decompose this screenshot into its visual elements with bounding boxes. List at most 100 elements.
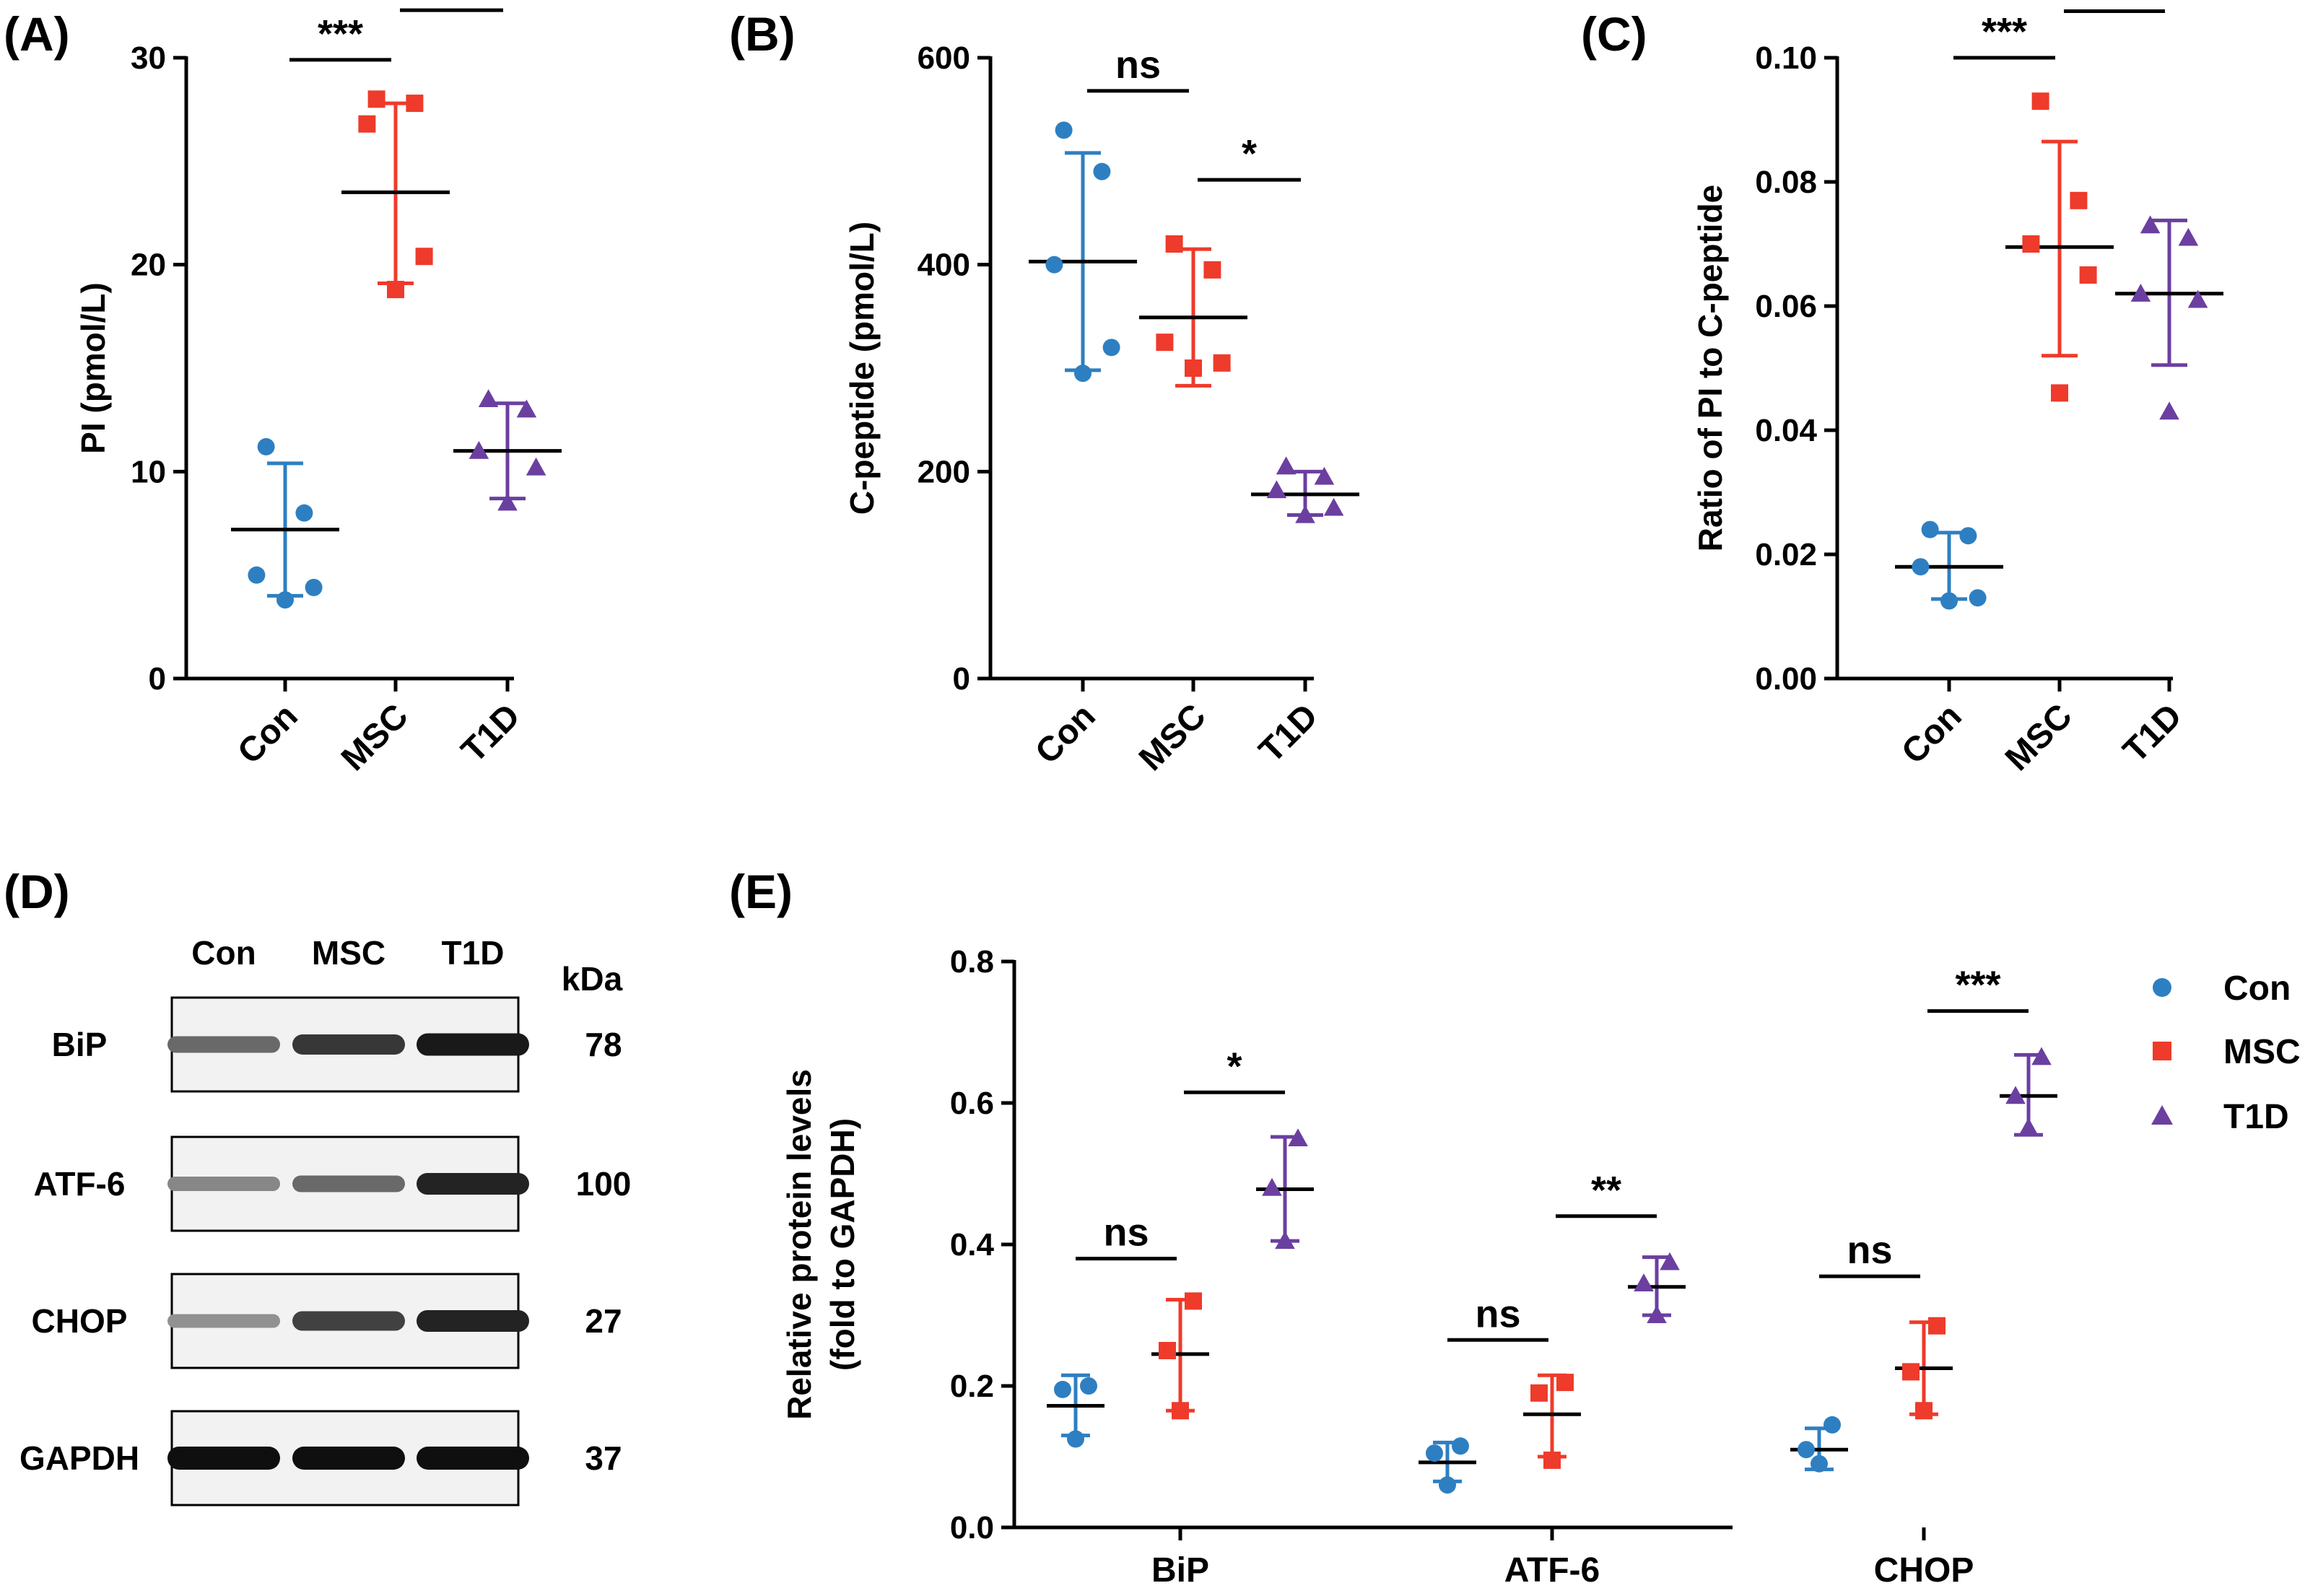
- data-point: [2018, 1117, 2039, 1136]
- blot-row-label: GAPDH: [19, 1439, 139, 1477]
- blot-kda-value: 78: [585, 1026, 622, 1063]
- legend-marker: [2153, 1042, 2171, 1060]
- data-point: [1055, 121, 1073, 139]
- data-point: [1185, 359, 1202, 377]
- legend-marker: [2153, 978, 2171, 997]
- data-point: [387, 281, 404, 299]
- data-point: [1295, 505, 1315, 523]
- y-tick-label: 0.8: [950, 944, 994, 980]
- y-tick-label: 200: [918, 454, 970, 489]
- data-point: [1902, 1363, 1920, 1381]
- data-point: [1054, 1380, 1071, 1398]
- y-tick-label: 0.4: [950, 1227, 995, 1263]
- blot-row-label: BiP: [52, 1026, 108, 1063]
- y-tick-label: 0.10: [1755, 40, 1817, 76]
- y-axis-title-line1: Relative protein levels: [780, 1069, 818, 1420]
- blot-row-label: ATF-6: [34, 1165, 126, 1203]
- data-point: [1915, 1402, 1933, 1420]
- data-point: [1323, 497, 1344, 516]
- data-point: [2051, 384, 2068, 402]
- y-tick-label: 30: [131, 40, 166, 76]
- data-point: [2070, 191, 2088, 209]
- blot-band: [417, 1447, 529, 1470]
- x-tick-label: Con: [230, 697, 305, 771]
- data-point: [1634, 1273, 1654, 1291]
- blot-kda-value: 37: [585, 1439, 622, 1477]
- data-point: [1288, 1128, 1308, 1147]
- x-tick-label: Con: [1894, 697, 1969, 771]
- panel-label-b: (B): [729, 7, 796, 61]
- data-point: [1439, 1476, 1456, 1494]
- data-point: [1213, 354, 1231, 372]
- x-tick-label: T1D: [454, 697, 528, 770]
- data-point: [1185, 1292, 1202, 1310]
- data-point: [2031, 92, 2049, 110]
- data-point: [526, 457, 546, 476]
- x-tick-label: BiP: [1151, 1551, 1209, 1590]
- data-point: [1067, 1430, 1084, 1448]
- data-point: [1660, 1252, 1680, 1270]
- significance-label: **: [1591, 1169, 1621, 1212]
- data-point: [1426, 1444, 1443, 1462]
- chart-panel-a: 0 10 20 30 Con MSC T1D PI (pmol/L) *** ***: [74, 0, 562, 778]
- chart-panel-e: 0.0 0.2 0.4 0.6 0.8 BiP ATF-6 CHOP ns * ns ** ns *** R…: [780, 944, 2301, 1590]
- y-tick-label: 0: [149, 661, 166, 697]
- data-point: [497, 492, 518, 511]
- y-tick-label: 0.08: [1755, 165, 1817, 200]
- data-point: [1045, 256, 1063, 274]
- significance-label: ***: [1982, 10, 2027, 53]
- panel-label-c: (C): [1581, 7, 1647, 61]
- blot-band: [167, 1177, 280, 1191]
- blot-row-label: CHOP: [32, 1302, 128, 1340]
- significance-label: ***: [1955, 964, 2000, 1007]
- data-point: [2031, 1047, 2052, 1065]
- y-axis-title: PI (pmol/L): [74, 282, 112, 454]
- chart-panel-c: 0.00 0.02 0.04 0.06 0.08 0.10 Con MSC T1D Ratio o…: [1691, 0, 2223, 778]
- data-point: [1824, 1416, 1841, 1434]
- significance-label: *: [1242, 132, 1257, 175]
- significance-label: *: [1226, 1045, 1242, 1088]
- y-tick-label: 0: [953, 661, 970, 697]
- blot-column-label: Con: [191, 934, 256, 972]
- data-point: [1102, 339, 1120, 357]
- blot-band: [292, 1311, 405, 1331]
- data-point: [1530, 1384, 1548, 1402]
- significance-label: ns: [2091, 0, 2137, 7]
- data-point: [1647, 1305, 1667, 1324]
- blot-band: [167, 1314, 280, 1328]
- data-point: [248, 566, 266, 584]
- data-point: [1940, 592, 1958, 610]
- data-point: [1262, 1177, 1282, 1196]
- data-point: [1798, 1441, 1815, 1459]
- data-point: [2140, 215, 2161, 234]
- y-tick-label: 20: [131, 248, 166, 283]
- data-point: [478, 389, 499, 408]
- x-tick-label: ATF-6: [1504, 1551, 1600, 1590]
- data-point: [1266, 480, 1287, 499]
- blot-column-label: MSC: [312, 934, 385, 972]
- significance-label: ns: [1475, 1292, 1520, 1335]
- x-tick-label: CHOP: [1874, 1551, 1974, 1590]
- data-point: [2130, 284, 2151, 302]
- x-tick-label: T1D: [1252, 697, 1325, 770]
- significance-label: ***: [318, 12, 363, 56]
- data-point: [295, 504, 313, 522]
- significance-label: ns: [1115, 43, 1161, 87]
- blot-band: [167, 1447, 280, 1470]
- blot-kda-value: 100: [576, 1165, 632, 1203]
- y-tick-label: 0.06: [1755, 289, 1817, 324]
- blot-column-label: T1D: [442, 934, 505, 972]
- data-point: [1921, 520, 1939, 538]
- y-axis-title: C-peptide (pmol/L): [843, 222, 881, 515]
- data-point: [1543, 1451, 1561, 1469]
- data-point: [415, 248, 433, 266]
- significance-label: ***: [429, 0, 474, 6]
- y-tick-label: 400: [918, 248, 970, 283]
- data-point: [1203, 261, 1221, 279]
- y-tick-label: 600: [918, 40, 970, 76]
- data-point: [1556, 1374, 1574, 1392]
- panel-label-d: (D): [4, 865, 70, 918]
- y-axis-title-line2: (fold to GAPDH): [824, 1118, 861, 1371]
- blot-band: [292, 1447, 405, 1470]
